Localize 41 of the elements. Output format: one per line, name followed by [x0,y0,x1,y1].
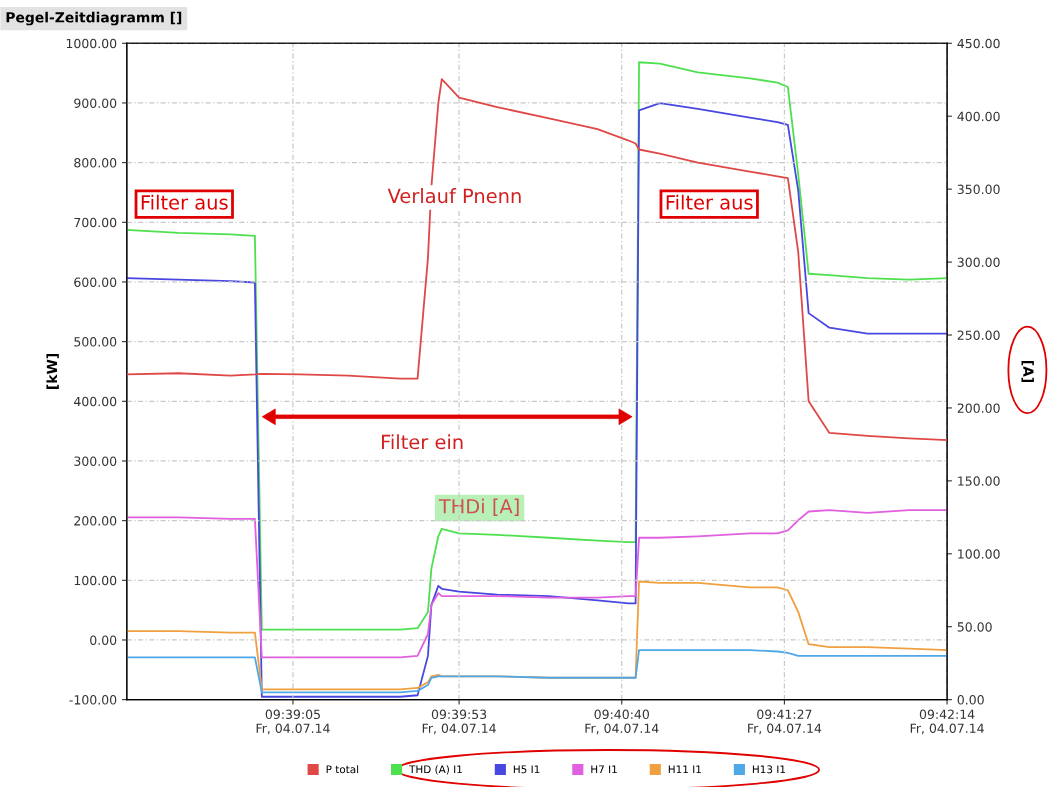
legend-label: P total [326,765,359,774]
chart-title: Pegel-Zeitdiagramm [] [6,11,182,26]
y2-tick-label: 50.00 [957,622,992,632]
legend-label: H5 I1 [513,765,540,774]
annotation: Filter ein [382,434,463,450]
y2-tick-label: 450.00 [957,38,1000,49]
x-tick-label: 09:40:40 Fr, 04.07.14 [585,709,659,735]
annotation: Verlauf Pnenn [387,188,521,204]
y-tick-label: 100.00 [74,575,117,586]
y-tick-label: 900.00 [74,98,117,108]
y2-tick-label: 100.00 [958,549,1000,559]
y-tick-label: 800.00 [74,158,117,168]
y-tick-label: 400.00 [73,396,117,407]
x-tick-label: 09:42:14 Fr, 04.07.14 [910,709,984,735]
y-axis-title: [kW] [46,354,59,389]
y-tick-label: 300.00 [74,456,117,466]
annotation: Filter aus [141,194,228,210]
y-tick-label: 600.00 [74,277,117,287]
y2-tick-label: 250.00 [957,330,1000,340]
y2-tick-label: 200.00 [957,403,1000,413]
y2-axis-title: [A] [1021,360,1034,382]
y-tick-label: 1000.00 [66,38,117,49]
y2-tick-label: 400.00 [957,111,1000,122]
y2-tick-label: 300.00 [957,257,1000,267]
x-tick-label: 09:39:53 Fr, 04.07.14 [422,709,496,735]
legend-label: THD (A) I1 [409,765,462,775]
legend-label: H7 I1 [591,765,617,774]
annotation: THDi [A] [438,498,519,516]
x-tick-label: 09:39:05 Fr, 04.07.14 [256,709,330,735]
y-tick-label: 0.00 [90,635,117,645]
y2-tick-label: 150.00 [958,476,1000,486]
y-tick-label: 700.00 [74,217,117,228]
y-tick-label: 500.00 [74,337,117,347]
annotation: Filter aus [666,194,753,210]
y-tick-label: 200.00 [74,516,117,526]
x-tick-label: 09:41:27 Fr, 04.07.14 [748,709,822,735]
y-tick-label: -100.00 [69,695,117,705]
legend-label: H13 I1 [752,765,786,774]
y2-tick-label: 0.00 [957,695,984,705]
legend-label: H11 I1 [668,765,701,774]
y2-tick-label: 350.00 [957,184,1000,195]
